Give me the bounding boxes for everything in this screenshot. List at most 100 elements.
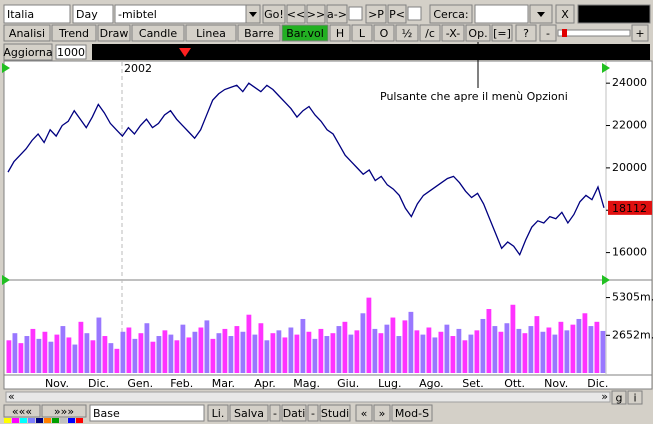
quote-change: -0.61 <box>204 46 232 59</box>
button[interactable] <box>286 4 306 24</box>
scrollbar[interactable] <box>5 391 611 403</box>
x-tick-label: Apr. <box>254 377 276 390</box>
volume-bar <box>576 318 582 373</box>
tab[interactable] <box>237 24 281 42</box>
menu-button[interactable] <box>355 404 373 422</box>
tab[interactable] <box>491 24 513 42</box>
nav-button-label: ««« <box>12 405 32 418</box>
volume-bar <box>156 336 162 373</box>
tab[interactable] <box>351 24 373 42</box>
volume-bar <box>318 328 324 373</box>
tab[interactable] <box>515 24 537 42</box>
brand-label: Furyo-JChart <box>580 8 649 21</box>
tab[interactable] <box>97 24 131 42</box>
menu-button[interactable] <box>307 404 319 422</box>
menu-button-label: » <box>379 407 386 420</box>
menu-button-label: Salva <box>234 407 264 420</box>
side-button[interactable] <box>627 390 643 405</box>
volume-bar <box>372 328 378 373</box>
search-label <box>429 4 473 24</box>
volume-bar <box>492 326 498 373</box>
volume-bar <box>24 336 30 373</box>
tab[interactable] <box>465 24 491 42</box>
scroll-right[interactable]: » <box>601 390 608 403</box>
menu-button[interactable] <box>207 404 229 422</box>
menu-button[interactable] <box>391 404 433 422</box>
side-button[interactable] <box>611 390 627 405</box>
tab[interactable] <box>441 24 465 42</box>
tab[interactable] <box>373 24 395 42</box>
volume-bar <box>12 333 18 373</box>
checkbox[interactable] <box>348 6 363 21</box>
scroll-left[interactable]: « <box>8 390 15 403</box>
nav-button[interactable] <box>41 404 87 418</box>
menu-button[interactable] <box>229 404 269 422</box>
menu-button-label: - <box>311 407 315 420</box>
tab[interactable] <box>631 24 649 42</box>
search-field[interactable] <box>474 4 529 24</box>
menu-button[interactable] <box>281 404 307 422</box>
volume-bar <box>546 327 552 373</box>
volume-bar <box>552 334 558 373</box>
menu-button[interactable] <box>373 404 391 422</box>
menu-button[interactable] <box>319 404 351 422</box>
button[interactable] <box>306 4 326 24</box>
brand[interactable] <box>577 4 651 24</box>
volume-bar <box>468 334 474 373</box>
layout-field[interactable] <box>89 404 205 422</box>
volume-bar <box>588 326 594 373</box>
checkbox[interactable] <box>407 6 422 21</box>
y-tick-label: 24000 <box>612 76 647 89</box>
volume-bar <box>276 330 282 373</box>
tab[interactable] <box>539 24 557 42</box>
tab-label: ½ <box>402 27 413 40</box>
button-label: P< <box>389 8 405 21</box>
menu-button[interactable] <box>269 404 281 422</box>
search-label-label: Cerca: <box>433 8 468 21</box>
volume-bar <box>390 317 396 373</box>
volume-bar <box>42 331 48 373</box>
refresh-button[interactable] <box>3 43 53 61</box>
volume-bar <box>570 324 576 373</box>
color-swatch <box>20 418 27 423</box>
volume-bar <box>144 323 150 373</box>
volume-bar <box>312 338 318 373</box>
menu-button-label: « <box>361 407 368 420</box>
volume-bar <box>342 321 348 373</box>
corner-marker <box>602 63 610 73</box>
tab[interactable] <box>185 24 237 42</box>
volume-bar <box>402 320 408 373</box>
button[interactable] <box>387 4 407 24</box>
tab[interactable] <box>329 24 351 42</box>
nav-button[interactable] <box>3 404 41 418</box>
tab-label: Candle <box>139 27 177 40</box>
count-field[interactable] <box>55 44 87 60</box>
tab[interactable] <box>131 24 185 42</box>
volume-bar <box>114 348 120 373</box>
button[interactable] <box>326 4 348 24</box>
volume-bar <box>84 333 90 373</box>
volume-bar <box>90 340 96 373</box>
tab-label: ? <box>523 27 529 40</box>
button[interactable] <box>262 4 286 24</box>
tab[interactable] <box>395 24 419 42</box>
tab[interactable] <box>281 24 329 42</box>
tab[interactable] <box>419 24 441 42</box>
tab-label: O <box>380 27 389 40</box>
volume-bar <box>420 334 426 373</box>
x-tick-label: Giu. <box>337 377 359 390</box>
layout-field-label: Base <box>93 407 120 420</box>
quote-open: O 18293 <box>365 46 412 59</box>
tab[interactable] <box>3 24 51 42</box>
period-field[interactable] <box>72 4 114 24</box>
volume-bar <box>450 336 456 373</box>
close-button[interactable] <box>555 4 575 24</box>
price-line <box>7 82 605 257</box>
button[interactable] <box>365 4 387 24</box>
tab[interactable] <box>51 24 97 42</box>
volume-bar <box>210 338 216 373</box>
corner-marker <box>2 275 10 285</box>
tab-label: Draw <box>100 27 129 40</box>
market-field[interactable] <box>3 4 71 24</box>
x-tick-label: Set. <box>462 377 484 390</box>
